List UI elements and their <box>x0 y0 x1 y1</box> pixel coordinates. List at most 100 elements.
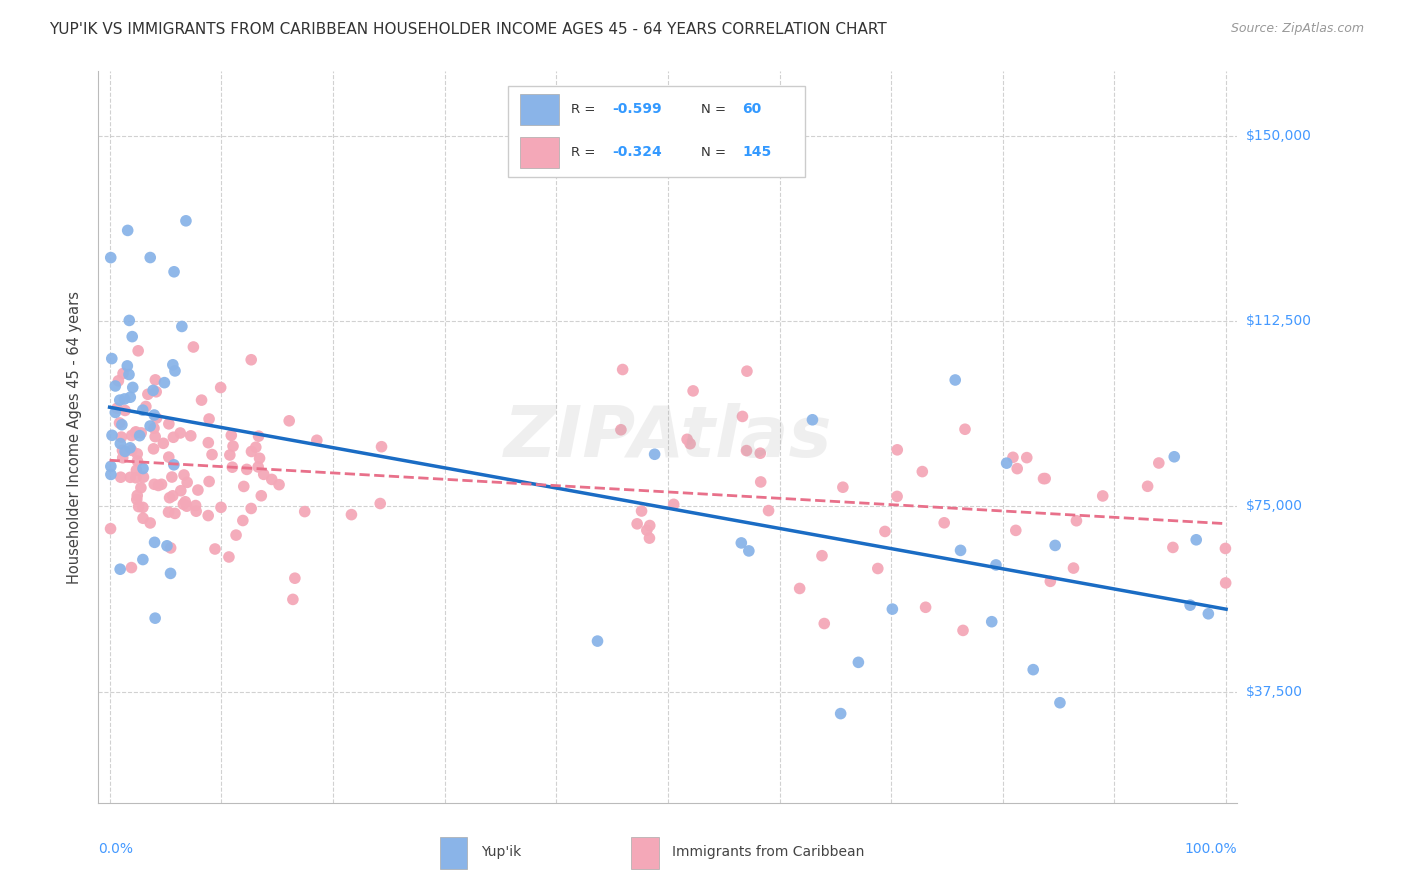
Point <box>120 390 142 404</box>
Point <box>170 319 193 334</box>
Point <box>139 516 162 530</box>
Point <box>219 428 242 442</box>
Point <box>1039 574 1062 589</box>
Point <box>305 434 328 448</box>
Point <box>1215 576 1237 591</box>
Point <box>139 251 162 265</box>
Text: YUP'IK VS IMMIGRANTS FROM CARIBBEAN HOUSEHOLDER INCOME AGES 45 - 64 YEARS CORREL: YUP'IK VS IMMIGRANTS FROM CARIBBEAN HOUS… <box>49 22 887 37</box>
Point <box>153 376 176 390</box>
Point <box>125 492 148 507</box>
Point <box>100 251 122 265</box>
Point <box>127 454 149 468</box>
Point <box>112 367 135 381</box>
Point <box>626 516 648 531</box>
Point <box>159 491 181 505</box>
Text: $75,000: $75,000 <box>1246 500 1302 513</box>
Point <box>159 541 181 555</box>
Point <box>186 504 208 518</box>
Point <box>198 412 221 426</box>
Point <box>1001 450 1024 465</box>
Point <box>108 562 131 576</box>
Point <box>1178 598 1201 612</box>
Point <box>368 496 391 510</box>
Point <box>240 444 263 458</box>
Point <box>162 430 184 444</box>
Point <box>184 499 207 513</box>
Point <box>1022 663 1045 677</box>
Point <box>142 384 165 398</box>
Point <box>127 343 149 358</box>
Point <box>934 516 956 530</box>
Point <box>1049 696 1071 710</box>
Text: ZIPAtlas: ZIPAtlas <box>503 402 832 472</box>
Point <box>110 436 132 450</box>
Text: Source: ZipAtlas.com: Source: ZipAtlas.com <box>1230 22 1364 36</box>
Point <box>943 373 966 387</box>
Point <box>101 428 124 442</box>
Point <box>1147 456 1170 470</box>
Point <box>128 428 150 442</box>
Point <box>284 571 307 585</box>
Point <box>811 549 834 563</box>
Point <box>148 478 170 492</box>
Point <box>163 507 186 521</box>
Point <box>886 442 908 457</box>
Point <box>218 549 240 564</box>
Point <box>100 522 122 536</box>
Point <box>247 459 270 474</box>
Point <box>121 329 143 343</box>
Point <box>107 374 129 388</box>
Point <box>159 566 181 581</box>
Point <box>136 387 159 401</box>
Point <box>1004 524 1026 538</box>
Point <box>120 441 142 455</box>
Point <box>101 351 124 366</box>
Point <box>143 477 166 491</box>
Point <box>278 414 301 428</box>
Point <box>873 524 896 539</box>
Point <box>236 462 259 476</box>
Point <box>132 552 155 566</box>
Point <box>117 359 139 373</box>
Point <box>882 602 904 616</box>
Point <box>1043 538 1066 552</box>
Point <box>104 405 127 419</box>
Point <box>132 500 155 515</box>
Point <box>679 436 702 450</box>
Text: $150,000: $150,000 <box>1246 128 1312 143</box>
Point <box>612 362 634 376</box>
Point <box>952 624 974 638</box>
Point <box>142 442 165 456</box>
Point <box>111 450 134 465</box>
Point <box>789 582 811 596</box>
Point <box>120 470 142 484</box>
Point <box>1015 450 1038 465</box>
Point <box>162 358 184 372</box>
Point <box>127 488 149 502</box>
Point <box>610 423 633 437</box>
Point <box>108 393 131 408</box>
Text: 100.0%: 100.0% <box>1185 842 1237 855</box>
Point <box>253 467 276 482</box>
Point <box>1197 607 1219 621</box>
Point <box>128 500 150 514</box>
Point <box>267 477 290 491</box>
Point <box>801 413 824 427</box>
Point <box>118 313 141 327</box>
Point <box>1161 541 1184 555</box>
Point <box>143 421 166 435</box>
Point <box>1163 450 1185 464</box>
Point <box>638 531 661 545</box>
Point <box>143 430 166 444</box>
Point <box>180 429 202 443</box>
Point <box>156 539 179 553</box>
Text: $112,500: $112,500 <box>1246 314 1312 328</box>
Point <box>150 477 173 491</box>
Point <box>232 514 254 528</box>
Point <box>730 536 752 550</box>
Point <box>209 500 232 515</box>
Point <box>848 656 870 670</box>
Point <box>1215 541 1237 556</box>
Point <box>114 403 136 417</box>
Point <box>886 490 908 504</box>
